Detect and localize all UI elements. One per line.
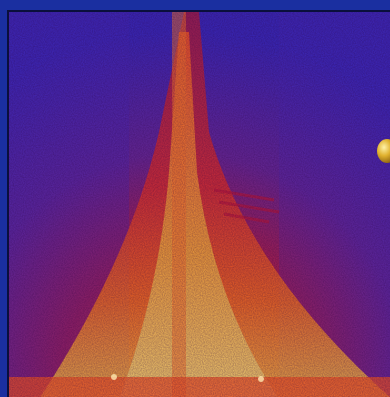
heatmap-svg — [9, 12, 390, 397]
yellow-sphere-icon — [377, 139, 390, 163]
speck — [111, 374, 117, 380]
heatmap-canvas — [7, 10, 390, 397]
noise-overlay — [9, 12, 390, 397]
speck — [258, 376, 264, 382]
